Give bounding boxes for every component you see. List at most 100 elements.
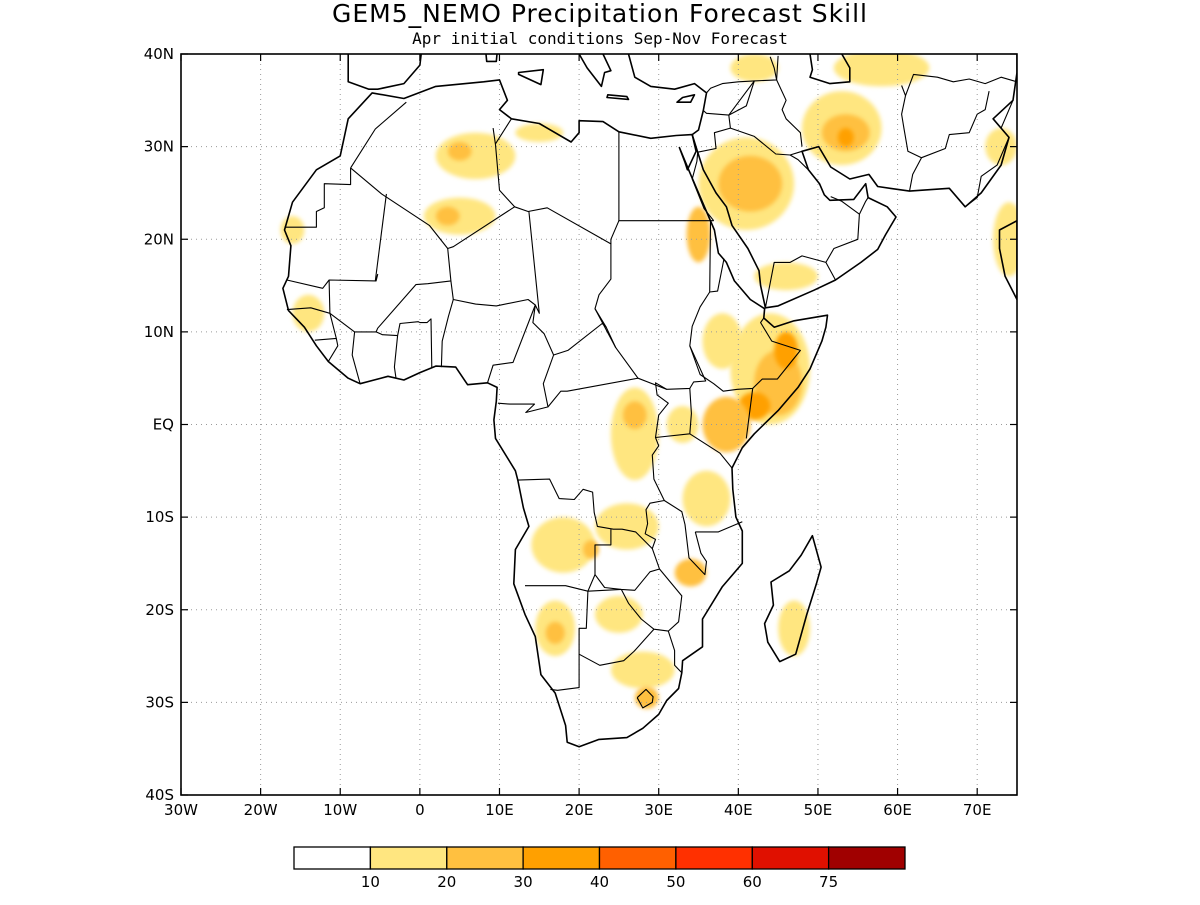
country-border — [764, 255, 827, 308]
country-border — [440, 299, 454, 368]
country-border — [691, 152, 715, 222]
skill-region-iran-peak — [837, 128, 854, 147]
skill-region-sahara-central — [423, 197, 496, 235]
country-border — [789, 154, 809, 171]
colorbar-swatch — [522, 846, 601, 870]
coastline-greece — [578, 54, 612, 88]
country-border — [655, 388, 692, 439]
country-border — [314, 337, 339, 362]
skill-region-caspian-south — [833, 54, 930, 87]
skill-region-ethiopia-south — [702, 313, 743, 369]
country-border — [689, 433, 733, 469]
lat-tick-label: 20N — [144, 230, 174, 248]
country-border — [397, 321, 421, 336]
country-border — [328, 279, 331, 314]
country-border — [393, 335, 399, 379]
country-border — [667, 630, 683, 674]
colorbar-swatch — [751, 846, 830, 870]
skill-region-libya-coast — [515, 123, 564, 142]
lon-tick-label: 10W — [323, 801, 357, 819]
skill-region-congo-east — [610, 387, 659, 481]
colorbar-swatch — [675, 846, 753, 870]
skill-region-turkey-east — [730, 54, 779, 82]
colorbar-label: 10 — [361, 873, 380, 891]
lat-tick-label: 40N — [144, 45, 174, 63]
lon-tick-label: 70E — [963, 801, 992, 819]
country-border — [709, 258, 725, 293]
skill-shading-layer — [280, 54, 1017, 709]
colorbar-swatch — [598, 846, 677, 870]
country-border — [492, 128, 516, 208]
country-border — [486, 304, 536, 383]
country-border — [329, 312, 355, 333]
map-body — [181, 54, 1017, 795]
coastline-india — [998, 219, 1017, 301]
colorbar-label: 20 — [437, 873, 456, 891]
colorbar-swatch — [369, 846, 448, 870]
skill-region-madagascar — [778, 600, 810, 657]
country-border — [728, 80, 755, 116]
colorbar-label: 75 — [819, 873, 838, 891]
skill-region-sudan-red-sea — [686, 206, 711, 263]
lon-tick-label: 30E — [644, 801, 673, 819]
map-title: GEM5_NEMO Precipitation Forecast Skill — [332, 0, 868, 28]
colorbar-label: 50 — [666, 873, 685, 891]
coastline-africa — [282, 79, 829, 748]
lon-tick-label: 10E — [485, 801, 514, 819]
country-border — [964, 100, 1014, 208]
country-border — [517, 382, 669, 550]
colorbar-label: 60 — [743, 873, 762, 891]
skill-region-west-africa-coast — [292, 294, 325, 332]
lat-tick-label: 30N — [144, 138, 174, 156]
skill-region-south-africa — [611, 651, 675, 689]
country-border — [350, 167, 612, 328]
colorbar-label: 40 — [590, 873, 609, 891]
skill-region-angola-core — [583, 540, 599, 559]
lon-tick-label: 30W — [164, 801, 198, 819]
lon-tick-label: 50E — [804, 801, 833, 819]
country-border — [450, 211, 540, 314]
country-border — [858, 197, 869, 215]
country-border — [375, 248, 452, 333]
country-border — [550, 574, 596, 691]
skill-region-sahara-central-core — [435, 206, 460, 226]
country-border — [728, 115, 803, 156]
colorbar-swatch — [293, 846, 372, 870]
country-border — [286, 273, 379, 289]
coastline-cyprus — [676, 94, 696, 103]
country-borders — [284, 54, 1017, 709]
country-border — [904, 73, 1017, 96]
country-border — [374, 193, 387, 281]
skill-region-north-africa-west — [435, 132, 516, 180]
country-border — [702, 55, 779, 116]
country-border — [594, 529, 661, 591]
country-border — [497, 354, 555, 414]
lat-tick-label: 10S — [145, 508, 174, 526]
skill-region-angola — [531, 517, 595, 573]
skill-region-arabia-west-core — [718, 155, 783, 212]
lat-tick-label: EQ — [153, 416, 174, 434]
country-border — [776, 79, 803, 147]
skill-region-tanzania — [682, 470, 731, 527]
lat-tick-label: 20S — [145, 601, 174, 619]
skill-region-namibia-core — [545, 621, 565, 645]
country-border — [901, 85, 923, 192]
lat-tick-label: 30S — [145, 693, 174, 711]
lon-tick-label: 40E — [724, 801, 753, 819]
country-border — [664, 500, 708, 576]
skill-region-mozambique — [674, 558, 707, 587]
coastline-crete — [606, 94, 630, 101]
skill-region-north-africa-west-core — [447, 142, 472, 161]
country-border — [578, 628, 655, 666]
country-border — [594, 308, 617, 348]
country-border — [769, 56, 778, 81]
colorbar-label: 30 — [514, 873, 533, 891]
country-border — [350, 101, 407, 169]
lon-tick-label: 0 — [415, 801, 425, 819]
country-border — [286, 307, 337, 339]
lat-tick-label: 10N — [144, 323, 174, 341]
country-border — [351, 331, 398, 384]
country-border — [620, 568, 683, 632]
lat-tick-label: 40S — [145, 786, 174, 804]
